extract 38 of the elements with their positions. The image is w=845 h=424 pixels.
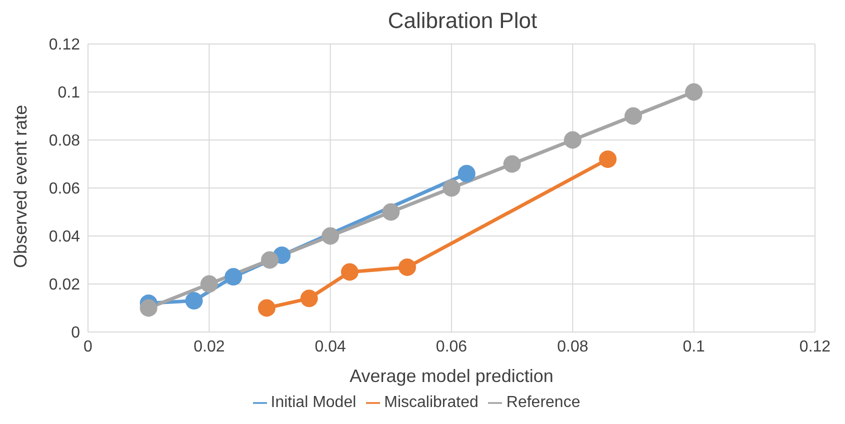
- legend-label: Miscalibrated: [384, 394, 478, 411]
- point: [442, 179, 460, 197]
- legend-label: Initial Model: [270, 394, 356, 411]
- x-tick-label: 0.1: [682, 338, 706, 356]
- legend-label: Reference: [506, 394, 580, 411]
- y-tick-label: 0.1: [58, 84, 80, 102]
- y-tick-label: 0.12: [48, 36, 80, 54]
- point: [258, 299, 276, 317]
- x-tick-label: 0.02: [194, 338, 225, 356]
- point: [624, 107, 642, 125]
- y-tick-label: 0.06: [48, 180, 80, 198]
- point: [685, 83, 703, 101]
- point: [224, 268, 242, 286]
- point: [564, 131, 582, 149]
- x-tick-label: 0.08: [557, 338, 588, 356]
- point: [140, 299, 158, 317]
- point: [340, 263, 358, 281]
- point: [398, 258, 416, 276]
- x-tick-label: 0.12: [799, 338, 831, 356]
- x-tick-label: 0.06: [436, 338, 468, 356]
- point: [200, 275, 218, 293]
- y-tick-label: 0.04: [48, 228, 80, 246]
- x-tick-label: 0.04: [314, 338, 346, 356]
- point: [261, 251, 278, 269]
- point: [503, 155, 521, 173]
- point: [599, 150, 617, 168]
- y-tick-label: 0: [71, 324, 80, 342]
- x-axis-title: Average model prediction: [350, 366, 554, 386]
- chart-title: Calibration Plot: [386, 8, 538, 35]
- point: [322, 227, 340, 245]
- y-tick-label: 0.08: [48, 132, 80, 150]
- x-tick-label: 0: [84, 338, 93, 356]
- point: [185, 292, 203, 310]
- y-tick-label: 0.02: [48, 276, 80, 294]
- point: [300, 290, 318, 308]
- point: [458, 164, 476, 182]
- y-axis-title: Observed event rate: [10, 104, 30, 268]
- point: [382, 203, 400, 221]
